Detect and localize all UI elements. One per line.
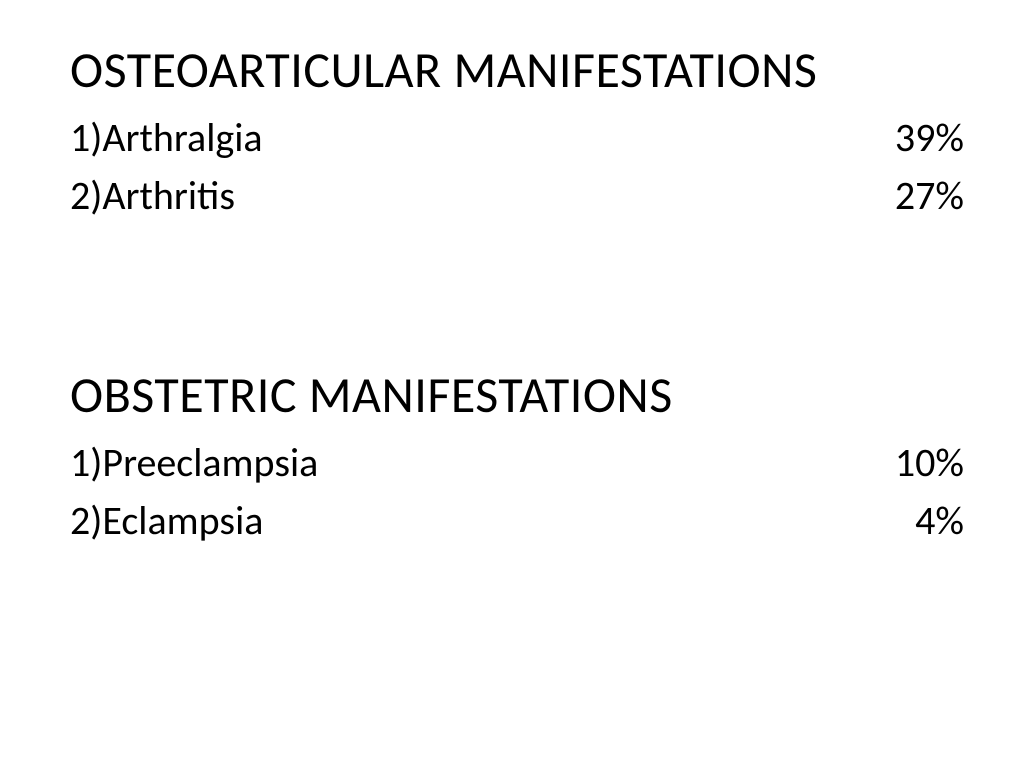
item-label: 1)Arthralgia: [70, 109, 263, 167]
item-percentage: 10%: [895, 434, 964, 492]
section-heading-osteoarticular: OSTEOARTICULAR MANIFESTATIONS: [70, 40, 964, 101]
list-item: 1)Arthralgia 39%: [70, 109, 964, 167]
item-label: 2)Arthritis: [70, 167, 235, 225]
section-spacer: [70, 225, 964, 365]
item-percentage: 27%: [895, 167, 964, 225]
item-label: 2)Eclampsia: [70, 492, 263, 550]
list-item: 2)Eclampsia 4%: [70, 492, 964, 550]
list-item: 1)Preeclampsia 10%: [70, 434, 964, 492]
list-item: 2)Arthritis 27%: [70, 167, 964, 225]
item-percentage: 39%: [895, 109, 964, 167]
section-heading-obstetric: OBSTETRIC MANIFESTATIONS: [70, 365, 964, 426]
item-label: 1)Preeclampsia: [70, 434, 318, 492]
item-percentage: 4%: [915, 492, 964, 550]
